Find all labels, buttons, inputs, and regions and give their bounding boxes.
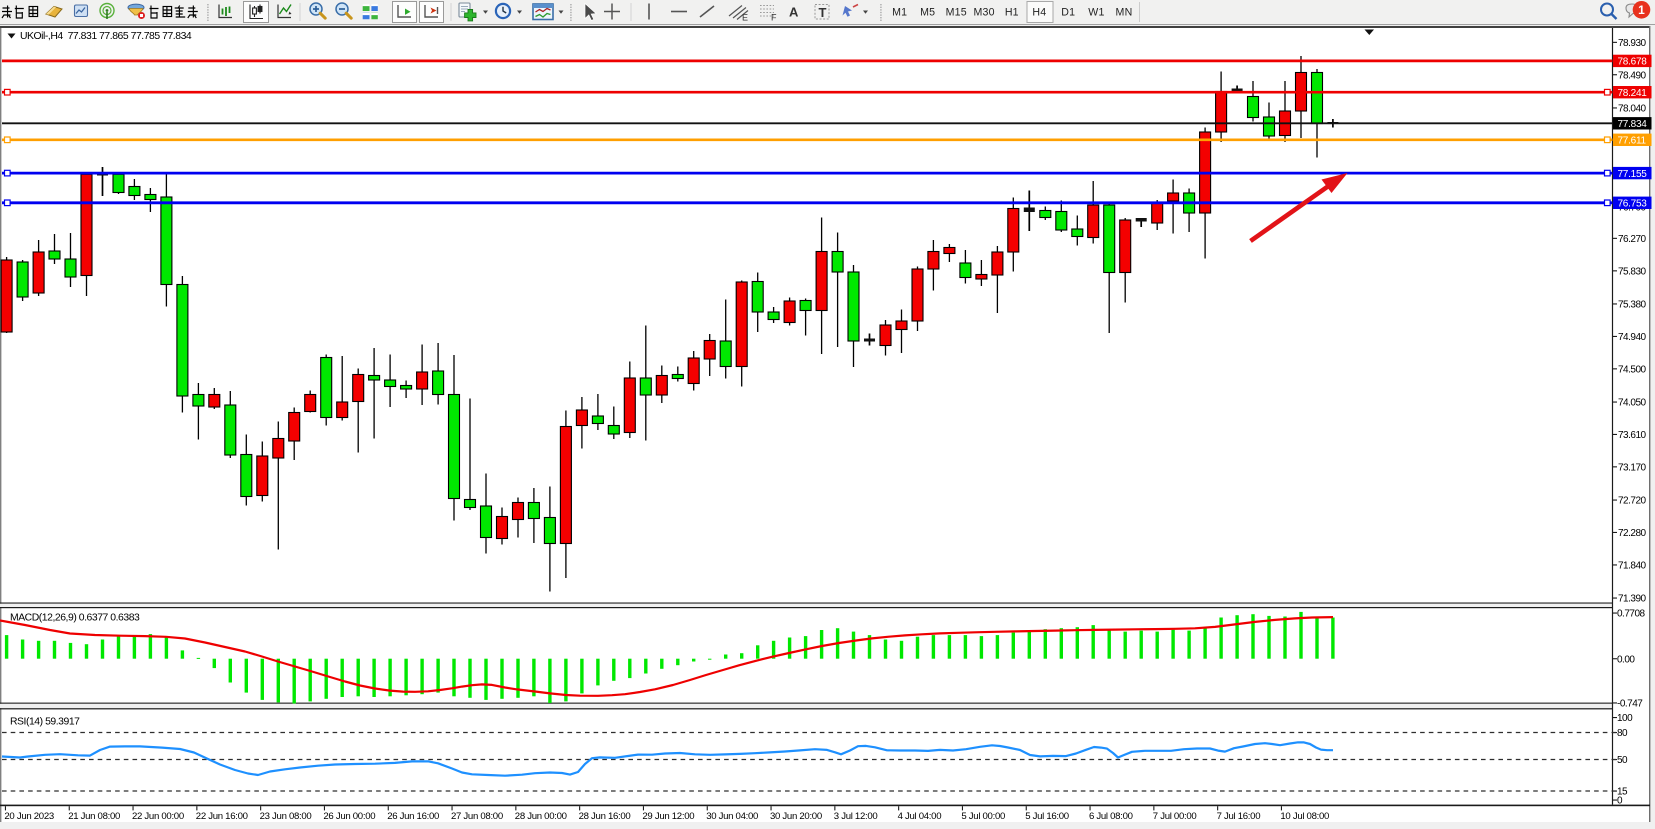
svg-text:0: 0	[1617, 796, 1623, 807]
svg-text:72.720: 72.720	[1618, 496, 1647, 507]
svg-text:73.170: 73.170	[1618, 463, 1647, 474]
svg-text:78.678: 78.678	[1618, 57, 1648, 68]
svg-text:H4: H4	[1032, 7, 1046, 19]
svg-text:72.280: 72.280	[1618, 528, 1647, 539]
svg-text:MN: MN	[1116, 7, 1133, 19]
svg-text:22 Jun 00:00: 22 Jun 00:00	[132, 811, 184, 822]
svg-text:78.930: 78.930	[1618, 38, 1647, 49]
svg-text:100: 100	[1617, 713, 1633, 724]
svg-text:0.00: 0.00	[1617, 654, 1635, 665]
svg-text:22 Jun 16:00: 22 Jun 16:00	[196, 811, 248, 822]
svg-text:28 Jun 00:00: 28 Jun 00:00	[515, 811, 567, 822]
svg-text:28 Jun 16:00: 28 Jun 16:00	[579, 811, 631, 822]
svg-text:73.610: 73.610	[1618, 430, 1647, 441]
svg-text:M30: M30	[973, 7, 994, 19]
svg-text:71.840: 71.840	[1618, 561, 1647, 572]
svg-text:0.7708: 0.7708	[1617, 609, 1646, 620]
svg-text:26 Jun 00:00: 26 Jun 00:00	[323, 811, 375, 822]
svg-text:77.834: 77.834	[1618, 119, 1648, 130]
svg-text:3 Jul 12:00: 3 Jul 12:00	[834, 811, 878, 822]
svg-text:29 Jun 12:00: 29 Jun 12:00	[642, 811, 694, 822]
svg-text:W1: W1	[1088, 7, 1104, 19]
svg-text:RSI(14) 59.3917: RSI(14) 59.3917	[10, 717, 80, 728]
svg-text:T: T	[819, 5, 827, 20]
svg-text:75.830: 75.830	[1618, 266, 1647, 277]
svg-text:80: 80	[1617, 728, 1628, 739]
svg-text:M1: M1	[892, 7, 907, 19]
svg-text:5 Jul 00:00: 5 Jul 00:00	[961, 811, 1005, 822]
svg-text:E: E	[742, 13, 748, 23]
svg-text:MACD(12,26,9) 0.6377 0.6383: MACD(12,26,9) 0.6377 0.6383	[10, 613, 140, 624]
svg-text:76.753: 76.753	[1618, 199, 1648, 210]
svg-text:7 Jul 00:00: 7 Jul 00:00	[1153, 811, 1197, 822]
svg-text:71.390: 71.390	[1618, 594, 1647, 605]
svg-text:26 Jun 16:00: 26 Jun 16:00	[387, 811, 439, 822]
svg-text:-0.747: -0.747	[1617, 699, 1643, 710]
svg-text:M15: M15	[946, 7, 967, 19]
svg-text:7 Jul 16:00: 7 Jul 16:00	[1217, 811, 1261, 822]
svg-text:6 Jul 08:00: 6 Jul 08:00	[1089, 811, 1133, 822]
svg-text:50: 50	[1617, 755, 1628, 766]
svg-text:10 Jul 08:00: 10 Jul 08:00	[1280, 811, 1329, 822]
svg-text:77.155: 77.155	[1618, 169, 1648, 180]
svg-text:F: F	[771, 13, 777, 23]
svg-text:78.040: 78.040	[1618, 104, 1647, 115]
svg-text:77.611: 77.611	[1618, 136, 1647, 147]
svg-text:30 Jun 20:00: 30 Jun 20:00	[770, 811, 822, 822]
svg-text:A: A	[789, 5, 799, 20]
svg-text:74.940: 74.940	[1618, 332, 1647, 343]
svg-text:78.490: 78.490	[1618, 70, 1647, 81]
svg-text:20 Jun 2023: 20 Jun 2023	[4, 811, 54, 822]
svg-text:H1: H1	[1005, 7, 1019, 19]
svg-text:74.050: 74.050	[1618, 398, 1647, 409]
svg-text:27 Jun 08:00: 27 Jun 08:00	[451, 811, 503, 822]
svg-text:30 Jun 04:00: 30 Jun 04:00	[706, 811, 758, 822]
svg-text:23 Jun 08:00: 23 Jun 08:00	[260, 811, 312, 822]
svg-text:15: 15	[1617, 787, 1628, 798]
svg-text:4 Jul 04:00: 4 Jul 04:00	[898, 811, 942, 822]
svg-text:76.270: 76.270	[1618, 234, 1647, 245]
svg-text:M5: M5	[920, 7, 935, 19]
svg-text:74.500: 74.500	[1618, 364, 1647, 375]
svg-text:UKOil-,H4 77.831 77.865 77.78: UKOil-,H4 77.831 77.865 77.785 77.834	[20, 31, 192, 42]
svg-text:78.241: 78.241	[1618, 88, 1648, 99]
svg-text:D1: D1	[1061, 7, 1075, 19]
svg-text:1: 1	[1638, 3, 1645, 17]
svg-text:21 Jun 08:00: 21 Jun 08:00	[68, 811, 120, 822]
svg-text:5 Jul 16:00: 5 Jul 16:00	[1025, 811, 1069, 822]
svg-text:75.380: 75.380	[1618, 300, 1647, 311]
